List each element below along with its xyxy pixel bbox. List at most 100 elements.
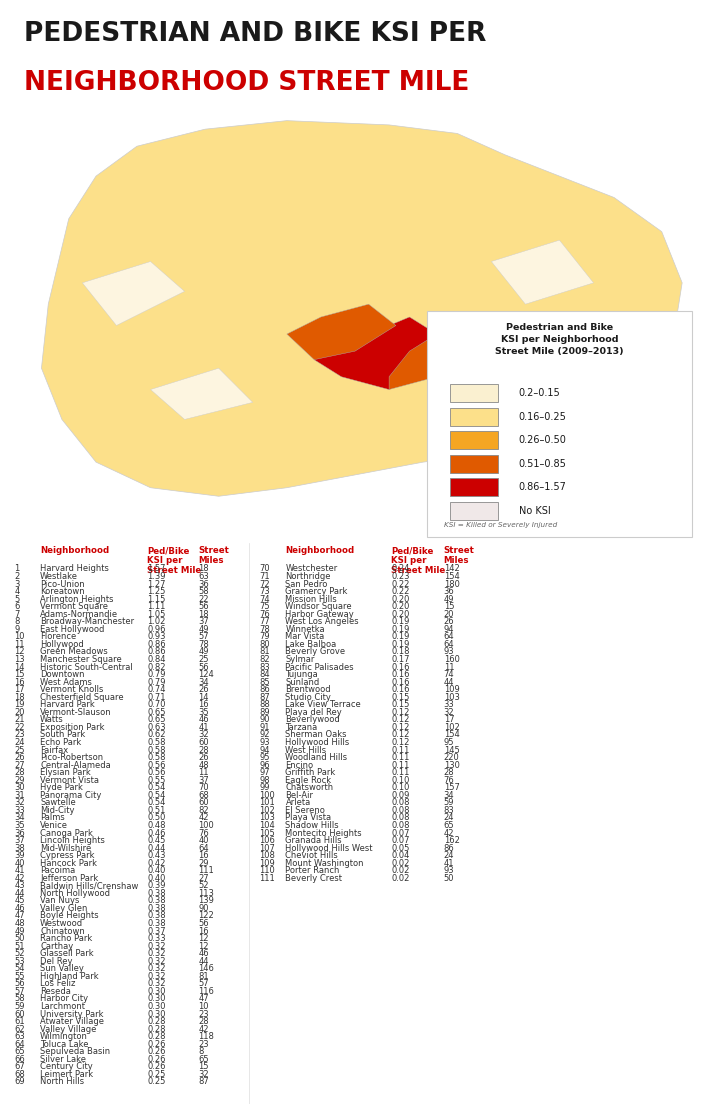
Text: 0.38: 0.38 xyxy=(147,897,165,906)
Text: Sepulveda Basin: Sepulveda Basin xyxy=(40,1048,110,1057)
Text: 1.11: 1.11 xyxy=(147,602,165,612)
Text: Playa Vista: Playa Vista xyxy=(285,814,332,823)
Text: 48: 48 xyxy=(198,760,209,769)
Text: Hancock Park: Hancock Park xyxy=(40,859,97,868)
Text: 49: 49 xyxy=(14,927,25,936)
Text: 0.71: 0.71 xyxy=(147,693,165,702)
Text: 37: 37 xyxy=(198,617,209,626)
Text: 0.16: 0.16 xyxy=(391,663,410,672)
Text: 0.11: 0.11 xyxy=(391,753,410,763)
Text: 50: 50 xyxy=(14,935,25,944)
Text: 0.51–0.85: 0.51–0.85 xyxy=(518,458,567,468)
Text: Leimert Park: Leimert Park xyxy=(40,1070,93,1079)
Text: 17: 17 xyxy=(444,715,454,725)
Text: 5: 5 xyxy=(14,595,19,604)
Text: 101: 101 xyxy=(260,798,275,807)
Text: 0.32: 0.32 xyxy=(147,965,165,973)
Text: 86: 86 xyxy=(444,844,454,852)
Text: 13: 13 xyxy=(14,655,25,664)
Text: 0.12: 0.12 xyxy=(391,715,410,725)
Text: 16: 16 xyxy=(198,700,209,709)
Text: 0.30: 0.30 xyxy=(147,987,165,996)
Text: 0.38: 0.38 xyxy=(147,889,165,898)
Text: 93: 93 xyxy=(444,866,454,875)
Text: Manchester Square: Manchester Square xyxy=(40,655,122,664)
Text: West Hills: West Hills xyxy=(285,746,327,755)
Text: Eagle Rock: Eagle Rock xyxy=(285,776,332,785)
Text: 50: 50 xyxy=(444,874,454,882)
Text: 21: 21 xyxy=(14,715,25,725)
Text: 8: 8 xyxy=(14,617,20,626)
Text: 34: 34 xyxy=(14,814,25,823)
Text: 0.46: 0.46 xyxy=(147,828,165,838)
Text: 0.56: 0.56 xyxy=(147,768,165,777)
Text: Van Nuys: Van Nuys xyxy=(40,897,80,906)
Text: 0.56: 0.56 xyxy=(147,760,165,769)
Text: Vermont Vista: Vermont Vista xyxy=(40,776,99,785)
Text: San Pedro: San Pedro xyxy=(285,579,328,588)
Text: Granada Hills: Granada Hills xyxy=(285,836,342,845)
Text: 111: 111 xyxy=(198,866,214,875)
Text: 0.07: 0.07 xyxy=(391,828,410,838)
Text: 32: 32 xyxy=(198,730,209,739)
Text: University Park: University Park xyxy=(40,1010,104,1019)
Text: 0.15: 0.15 xyxy=(391,693,410,702)
Text: 90: 90 xyxy=(260,715,270,725)
Text: 70: 70 xyxy=(260,565,271,574)
Text: 41: 41 xyxy=(444,859,454,868)
Text: 0.70: 0.70 xyxy=(147,700,165,709)
Text: 81: 81 xyxy=(260,647,271,656)
Text: 89: 89 xyxy=(260,708,271,717)
Text: Tujunga: Tujunga xyxy=(285,670,318,679)
Text: 0.96: 0.96 xyxy=(147,625,165,634)
Text: 64: 64 xyxy=(14,1040,25,1049)
Text: 56: 56 xyxy=(198,602,209,612)
Text: Lincoln Heights: Lincoln Heights xyxy=(40,836,105,845)
Text: 0.30: 0.30 xyxy=(147,1010,165,1019)
Text: Venice: Venice xyxy=(40,821,68,830)
Text: Chesterfield Square: Chesterfield Square xyxy=(40,693,124,702)
Text: 93: 93 xyxy=(260,738,271,747)
Polygon shape xyxy=(151,369,253,420)
Text: 87: 87 xyxy=(260,693,271,702)
Text: 60: 60 xyxy=(198,798,209,807)
Text: Neighborhood: Neighborhood xyxy=(285,546,354,555)
Text: 0.62: 0.62 xyxy=(147,730,165,739)
Text: 154: 154 xyxy=(444,572,459,581)
Text: 0.2–0.15: 0.2–0.15 xyxy=(518,388,560,398)
Text: 0.22: 0.22 xyxy=(391,579,410,588)
Text: 0.65: 0.65 xyxy=(147,715,165,725)
Text: 110: 110 xyxy=(260,866,275,875)
Text: 23: 23 xyxy=(14,730,25,739)
Text: 31: 31 xyxy=(14,790,25,800)
Text: 16: 16 xyxy=(198,851,209,860)
Text: North Hollywood: North Hollywood xyxy=(40,889,110,898)
Text: Montecito Heights: Montecito Heights xyxy=(285,828,362,838)
Text: 70: 70 xyxy=(198,784,209,793)
Text: 0.16: 0.16 xyxy=(391,670,410,679)
Text: 39: 39 xyxy=(14,851,25,860)
Text: 74: 74 xyxy=(260,595,271,604)
Text: 22: 22 xyxy=(198,595,209,604)
Text: 0.38: 0.38 xyxy=(147,911,165,920)
Text: 6: 6 xyxy=(14,602,20,612)
Text: 88: 88 xyxy=(260,700,271,709)
Text: 37: 37 xyxy=(14,836,25,845)
Text: 18: 18 xyxy=(198,565,209,574)
Text: 96: 96 xyxy=(260,760,271,769)
Text: 60: 60 xyxy=(198,738,209,747)
Text: 53: 53 xyxy=(14,957,25,966)
Text: 78: 78 xyxy=(198,639,209,649)
Text: Historic South-Central: Historic South-Central xyxy=(40,663,133,672)
Text: 0.26–0.50: 0.26–0.50 xyxy=(518,435,567,445)
Text: 10: 10 xyxy=(198,1002,209,1011)
Text: 16: 16 xyxy=(14,677,25,687)
Text: 65: 65 xyxy=(444,821,454,830)
Text: North Hills: North Hills xyxy=(40,1078,84,1087)
Text: 105: 105 xyxy=(260,828,275,838)
Text: 66: 66 xyxy=(14,1054,25,1063)
Text: 0.42: 0.42 xyxy=(147,859,165,868)
Text: 26: 26 xyxy=(444,617,454,626)
Text: Lake View Terrace: Lake View Terrace xyxy=(285,700,361,709)
Text: 59: 59 xyxy=(444,798,454,807)
